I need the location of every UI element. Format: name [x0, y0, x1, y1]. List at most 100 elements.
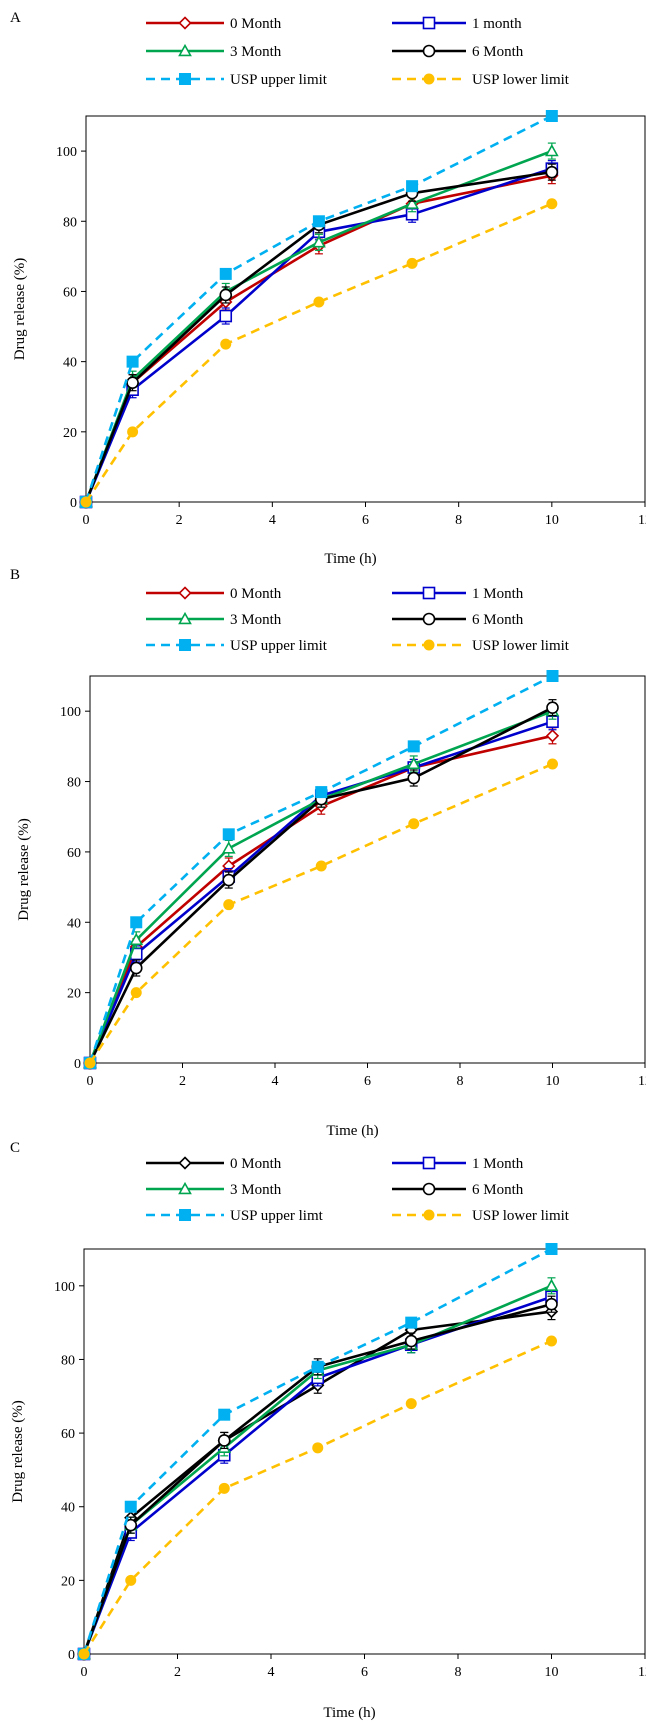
y-tick-label: 60 — [67, 846, 81, 861]
x-tick-label: 4 — [269, 513, 276, 528]
x-tick-label: 0 — [81, 1665, 88, 1680]
data-point — [406, 756, 421, 770]
series-line — [88, 706, 554, 1064]
chart-panel-2: B 0 Month 1 Month 3 Month 6 Month USP upper l… — [10, 567, 646, 1139]
data-point — [406, 257, 418, 269]
series-line — [82, 1284, 553, 1655]
x-tick-label: 2 — [179, 1074, 186, 1089]
data-point — [405, 1316, 418, 1329]
data-point — [404, 1334, 418, 1348]
data-point — [126, 376, 139, 389]
y-tick-label: 80 — [63, 215, 77, 230]
legend-marker — [178, 16, 192, 30]
legend: 0 Month 1 Month 3 Month 6 Month USP upper li… — [146, 1156, 570, 1224]
series-6-month — [77, 1295, 558, 1661]
series-line — [84, 167, 553, 503]
y-tick-label: 100 — [56, 145, 77, 160]
chart-panel-3: C 0 Month 1 Month 3 Month 6 Month USP upper l… — [10, 1140, 646, 1721]
data-point — [315, 786, 328, 799]
panel-label: B — [10, 567, 20, 583]
x-tick-label: 12 — [638, 1665, 646, 1680]
legend-marker — [422, 586, 436, 600]
data-point — [546, 670, 559, 682]
data-point — [546, 198, 558, 210]
legend-marker — [422, 44, 436, 58]
series-line — [88, 709, 553, 1064]
legend-marker — [423, 639, 435, 651]
data-point — [221, 841, 236, 854]
legend-label: 3 Month — [230, 1182, 282, 1198]
x-tick-label: 10 — [545, 513, 559, 528]
data-point — [405, 1398, 417, 1410]
data-point — [407, 771, 421, 785]
data-point — [405, 196, 419, 209]
legend-label: 0 Month — [230, 586, 282, 602]
data-point — [84, 1057, 96, 1069]
data-point — [222, 828, 235, 841]
series-line — [88, 674, 554, 1064]
chart-panel-1: A 0 Month 1 month 3 Month 6 Month USP upper l… — [10, 10, 646, 567]
data-point — [545, 729, 560, 743]
series-line — [82, 1295, 552, 1655]
data-point — [130, 916, 143, 929]
series-1-month — [79, 160, 559, 509]
legend-marker — [422, 612, 436, 626]
data-point — [408, 818, 420, 830]
legend-marker — [423, 73, 435, 85]
data-point — [217, 1434, 231, 1447]
series-line — [82, 1310, 552, 1655]
y-tick-label: 0 — [74, 1057, 81, 1072]
data-point — [222, 873, 236, 887]
data-point — [220, 338, 232, 350]
data-point — [407, 740, 420, 753]
x-tick-label: 12 — [638, 513, 646, 528]
data-point — [312, 235, 326, 248]
series-line — [84, 202, 553, 503]
plot-area — [85, 115, 646, 503]
series-line — [82, 1302, 552, 1655]
legend-label: 3 Month — [230, 44, 282, 60]
x-axis-title: Time (h) — [324, 551, 376, 567]
y-tick-label: 80 — [61, 1353, 75, 1368]
x-tick-label: 4 — [272, 1074, 279, 1089]
legend-marker — [179, 1209, 191, 1221]
legend-label: 6 Month — [472, 1182, 524, 1198]
x-tick-label: 10 — [545, 1665, 559, 1680]
y-tick-label: 20 — [67, 987, 81, 1002]
legend-marker — [423, 1209, 435, 1221]
y-axis-title: Drug release (%) — [10, 1400, 26, 1502]
data-point — [129, 932, 144, 946]
x-tick-label: 8 — [457, 1074, 464, 1089]
data-point — [218, 1408, 231, 1421]
y-tick-label: 0 — [70, 496, 77, 511]
data-point — [219, 267, 232, 280]
y-tick-label: 40 — [63, 356, 77, 371]
legend-label: 3 Month — [230, 612, 282, 628]
data-point — [312, 215, 325, 228]
data-point — [546, 701, 559, 714]
data-point — [129, 961, 143, 975]
legend-label: USP upper limt — [230, 1208, 324, 1224]
series-1-month — [77, 1288, 558, 1661]
series-line — [88, 720, 553, 1064]
legend-label: 0 Month — [230, 16, 282, 32]
series-line — [88, 762, 554, 1064]
legend-marker — [179, 73, 191, 85]
data-point — [80, 496, 92, 508]
data-point — [218, 1482, 230, 1494]
data-point — [124, 1500, 137, 1513]
y-tick-label: 100 — [54, 1280, 75, 1295]
legend-label: 6 Month — [472, 44, 524, 60]
series-usp-lower-limit — [84, 758, 558, 1069]
legend-label: 6 Month — [472, 612, 524, 628]
y-tick-label: 40 — [67, 916, 81, 931]
data-point — [545, 110, 558, 122]
legend-label: 1 month — [472, 16, 522, 32]
legend-label: 1 Month — [472, 586, 524, 602]
y-tick-label: 20 — [61, 1574, 75, 1589]
legend-marker — [422, 1182, 436, 1196]
legend-label: USP lower limit — [472, 638, 570, 654]
data-point — [127, 426, 139, 438]
data-point — [130, 987, 142, 999]
